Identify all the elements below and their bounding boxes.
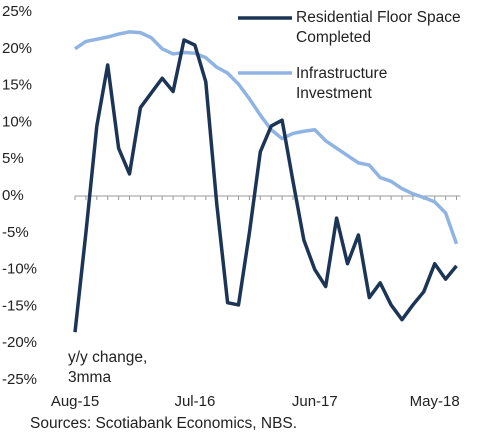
series-line <box>73 38 458 333</box>
y-tick-label: 25% <box>2 3 32 20</box>
y-tick-label: -15% <box>2 297 37 314</box>
y-tick-label: -10% <box>2 261 37 278</box>
y-tick-label: -5% <box>2 224 29 241</box>
y-tick-label: -20% <box>2 334 37 351</box>
y-tick-label: 15% <box>2 77 32 94</box>
x-tick-label: May-18 <box>410 393 460 410</box>
y-tick-label: 0% <box>2 187 24 204</box>
series-line <box>74 30 459 245</box>
legend-label: Residential Floor Space Completed <box>296 9 461 46</box>
x-tick-label: Aug-15 <box>51 393 99 410</box>
y-tick-label: 10% <box>2 113 32 130</box>
source-note: Sources: Scotiabank Economics, NBS. <box>30 415 298 432</box>
y-tick-label: -25% <box>2 371 37 388</box>
y-tick-label: 20% <box>2 40 32 57</box>
legend-label: Infrastructure Investment <box>296 65 388 102</box>
x-tick-label: Jun-17 <box>292 393 338 410</box>
y-tick-label: 5% <box>2 150 24 167</box>
annotation: y/y change, 3mma <box>68 349 148 386</box>
x-tick-label: Jul-16 <box>174 393 215 410</box>
